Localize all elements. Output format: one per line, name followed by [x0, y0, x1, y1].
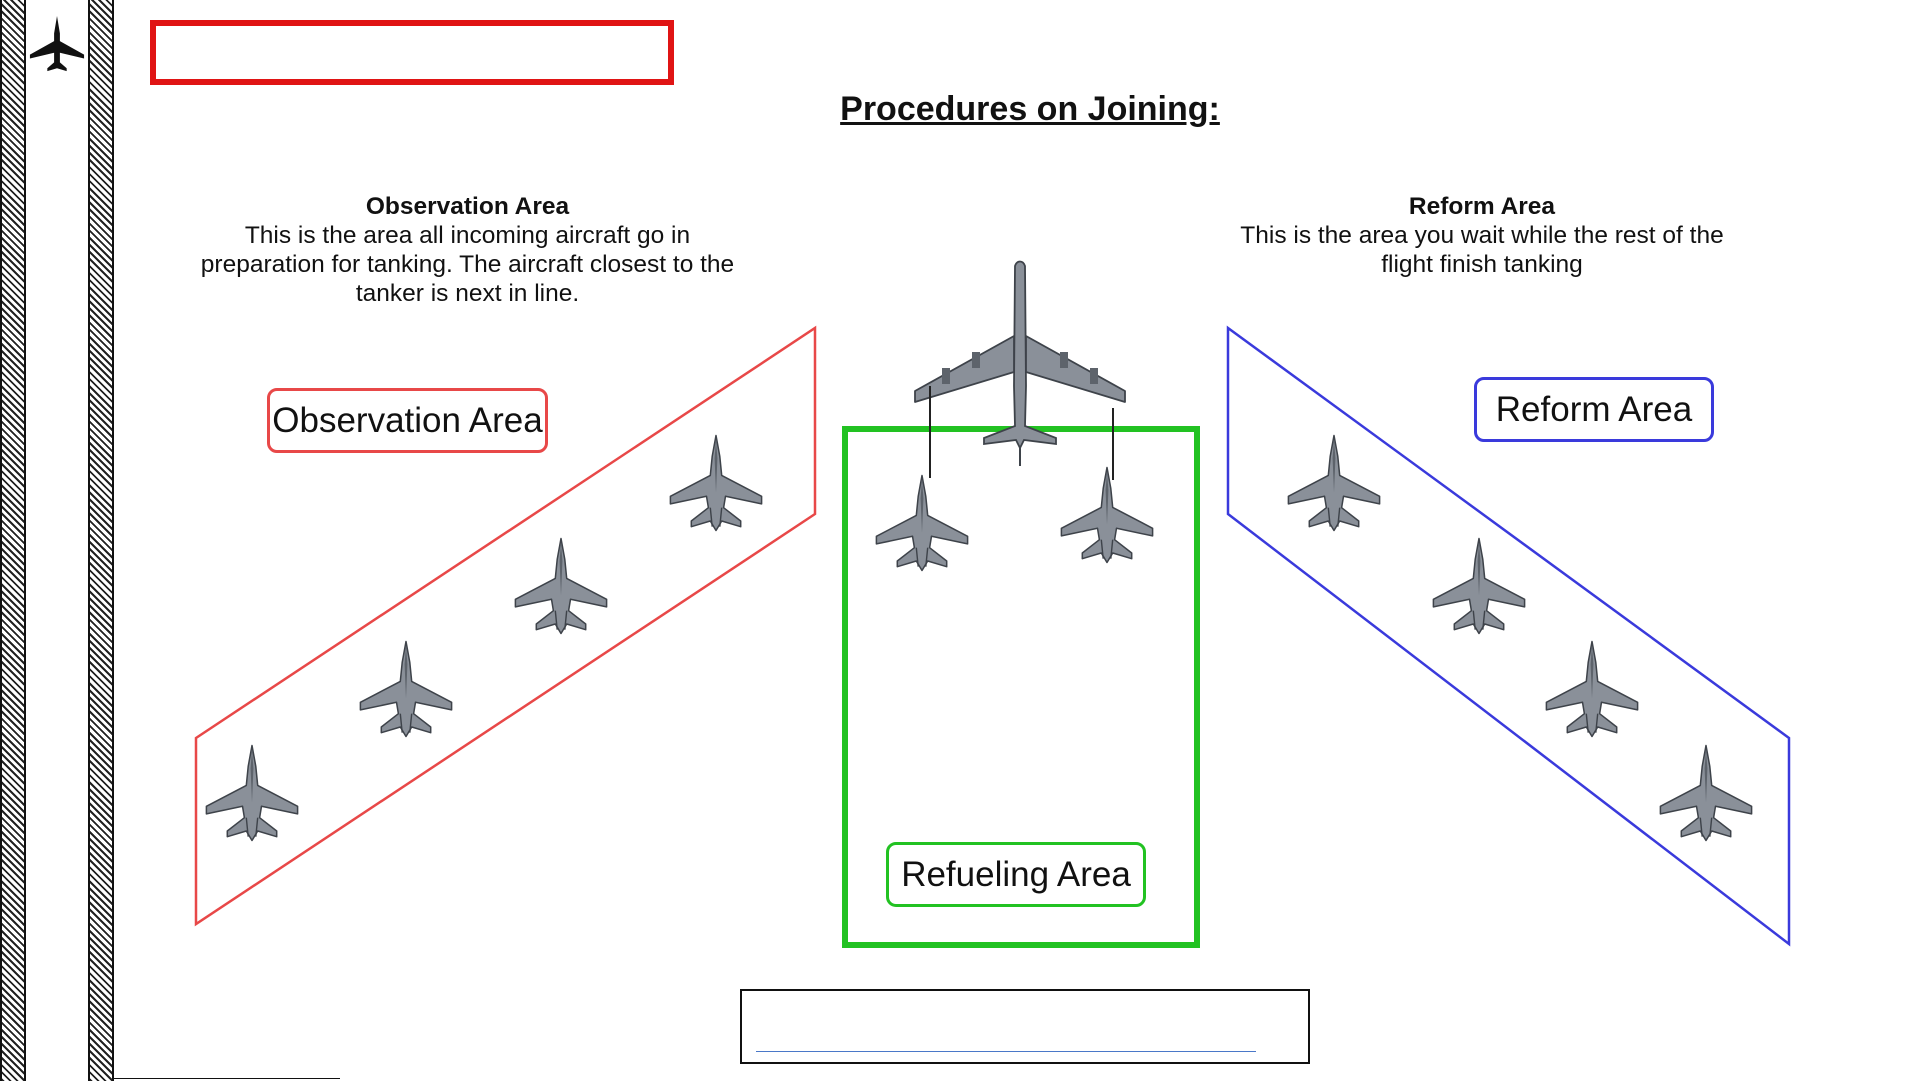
footer-link-box[interactable]: [740, 989, 1310, 1064]
left-hatched-border: [0, 0, 26, 1081]
title-placeholder-box: [150, 20, 674, 85]
reform-area-label: Reform Area: [1474, 377, 1714, 442]
reform-description-block: Reform Area This is the area you wait wh…: [1222, 192, 1742, 279]
fighter-jet-icon: [1659, 744, 1753, 842]
fighter-jet-icon: [1060, 466, 1154, 564]
fighter-jet-icon: [875, 474, 969, 572]
reform-description: This is the area you wait while the rest…: [1240, 222, 1724, 278]
page-title: Procedures on Joining:: [840, 90, 1220, 128]
observation-description: This is the area all incoming aircraft g…: [200, 222, 735, 307]
reform-area-zone: [1226, 325, 1791, 947]
fighter-jet-icon: [669, 434, 763, 532]
footer-link-underline[interactable]: [756, 1051, 1256, 1052]
fighter-jet-icon: [359, 640, 453, 738]
right-hatched-border: [88, 0, 114, 1081]
fighter-jet-icon: [514, 537, 608, 635]
observation-heading: Observation Area: [365, 193, 570, 220]
fighter-jet-icon: [1432, 537, 1526, 635]
fighter-jet-icon: [29, 16, 85, 72]
reform-heading: Reform Area: [1408, 193, 1556, 220]
fighter-jet-icon: [1287, 434, 1381, 532]
observation-area-label: Observation Area: [267, 388, 548, 453]
tanker-aircraft-icon: [914, 260, 1126, 467]
refueling-area-label: Refueling Area: [886, 842, 1146, 907]
observation-area-zone: [194, 325, 817, 927]
observation-description-block: Observation Area This is the area all in…: [200, 192, 735, 308]
fighter-jet-icon: [1545, 640, 1639, 738]
bottom-divider: [114, 1078, 340, 1079]
fighter-jet-icon: [205, 744, 299, 842]
